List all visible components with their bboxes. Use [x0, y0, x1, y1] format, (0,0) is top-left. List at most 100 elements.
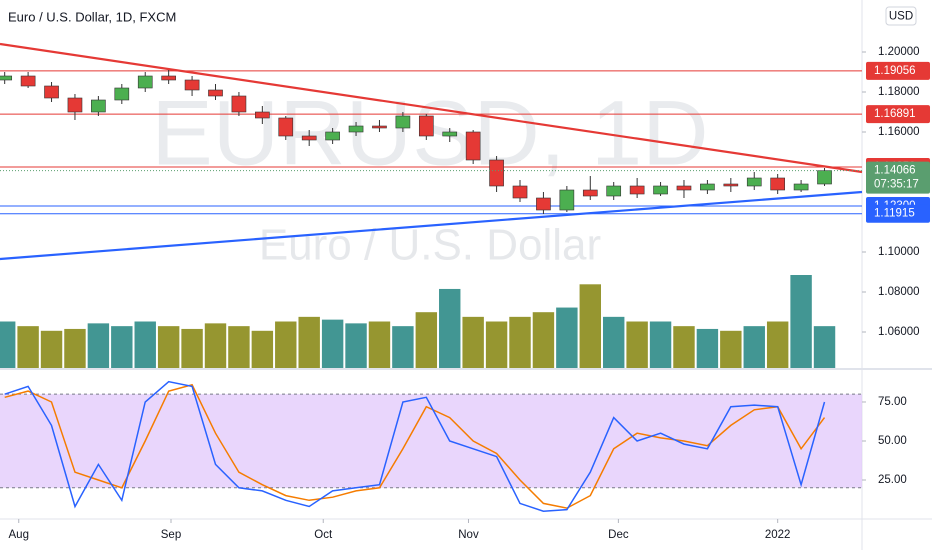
- candle-body: [723, 183, 739, 187]
- volume-bar: [157, 326, 180, 368]
- volume-bar: [87, 323, 110, 368]
- candle-body: [184, 79, 200, 91]
- level-label-box: [866, 105, 930, 124]
- candle-body: [746, 177, 762, 187]
- candle-body: [606, 185, 622, 197]
- volume-bar: [321, 319, 344, 368]
- x-tick-label: Sep: [161, 529, 181, 541]
- candle-body: [700, 183, 715, 191]
- volume-bar: [0, 321, 16, 368]
- volume-bar: [204, 323, 227, 368]
- volume-bar: [696, 328, 719, 368]
- volume-bar: [720, 330, 742, 368]
- candle-body: [161, 75, 176, 81]
- volume-bar: [415, 312, 438, 368]
- last-price-label: 1.14066: [874, 165, 916, 177]
- volume-bar: [228, 326, 250, 368]
- volume-bar: [368, 321, 391, 368]
- candle-body: [489, 159, 504, 187]
- candle-body: [817, 170, 832, 185]
- candle-body: [770, 177, 786, 191]
- volume-bar: [556, 307, 578, 368]
- level-label: 1.11915: [874, 208, 915, 220]
- candle-body: [418, 115, 434, 137]
- x-tick-label: 2022: [765, 529, 791, 541]
- candle-body: [676, 185, 692, 191]
- volume-bar: [485, 321, 508, 368]
- chart-title: Euro / U.S. Dollar, 1D, FXCM: [8, 9, 176, 24]
- volume-bar: [298, 316, 320, 368]
- candle-body: [114, 87, 130, 101]
- candle-body: [348, 125, 364, 133]
- level-label: 1.16891: [874, 108, 916, 120]
- candle-body: [255, 111, 270, 119]
- candle-body: [67, 97, 83, 113]
- volume-bar: [532, 312, 555, 368]
- volume-bar: [345, 323, 367, 368]
- stoch-tick-label: 25.00: [878, 474, 907, 486]
- volume-bar: [602, 316, 625, 368]
- volume-bar: [649, 321, 672, 368]
- candle-body: [582, 189, 598, 197]
- candle-body: [20, 75, 36, 87]
- stoch-tick-label: 50.00: [878, 435, 907, 447]
- volume-bar: [181, 328, 203, 368]
- candle-body: [559, 189, 575, 211]
- y-tick-label: 1.06000: [878, 326, 920, 338]
- candle-body: [0, 75, 13, 81]
- volume-bar: [790, 275, 812, 368]
- y-tick-label: 1.20000: [878, 46, 920, 58]
- x-tick-label: Oct: [314, 529, 333, 541]
- candle-body: [325, 131, 340, 141]
- volume-bar: [813, 326, 836, 368]
- candle-body: [442, 131, 458, 137]
- x-tick-label: Dec: [608, 529, 629, 541]
- x-tick-label: Aug: [9, 529, 29, 541]
- candle-body: [301, 135, 317, 141]
- volume-bar: [579, 284, 601, 368]
- currency-button[interactable]: [885, 6, 917, 26]
- level-label: 1.19056: [874, 65, 916, 77]
- volume-bar: [275, 321, 297, 368]
- volume-bar: [17, 326, 39, 368]
- candle-body: [44, 85, 59, 99]
- level-label-box: [866, 204, 930, 223]
- volume-bar: [462, 316, 484, 368]
- candle-body: [629, 185, 645, 195]
- volume-bar: [743, 326, 765, 368]
- volume-bar: [626, 321, 648, 368]
- candle-body: [512, 185, 528, 199]
- trendline: [0, 190, 863, 261]
- candle-body: [372, 125, 387, 129]
- candle-body: [465, 131, 481, 161]
- level-label-box: [866, 61, 930, 80]
- stoch-line: [4, 383, 826, 509]
- y-tick-label: 1.08000: [878, 286, 920, 298]
- candle-body: [793, 183, 809, 191]
- x-tick-label: Nov: [458, 529, 479, 541]
- volume-bar: [111, 326, 133, 368]
- candle-body: [137, 75, 153, 89]
- volume-bar: [509, 316, 531, 368]
- last-price-box: [866, 161, 930, 194]
- candle-body: [91, 99, 106, 113]
- countdown-label: 07:35:17: [874, 179, 919, 191]
- y-tick-label: 1.10000: [878, 246, 920, 258]
- candle-body: [395, 115, 411, 129]
- candle-body: [208, 89, 223, 97]
- volume-bar: [673, 326, 695, 368]
- volume-bar: [134, 321, 156, 368]
- candle-body: [536, 197, 551, 211]
- currency-label[interactable]: USD: [889, 11, 913, 23]
- volume-bar: [766, 321, 789, 368]
- stoch-tick-label: 75.00: [878, 396, 907, 408]
- y-tick-label: 1.18000: [878, 86, 920, 98]
- volume-bar: [64, 328, 86, 368]
- candle-body: [278, 117, 294, 137]
- volume-bar: [392, 326, 414, 368]
- watermark-subtitle: Euro / U.S. Dollar: [259, 221, 601, 270]
- candle-body: [231, 95, 247, 113]
- volume-bar: [439, 288, 461, 368]
- trendline: [0, 42, 863, 174]
